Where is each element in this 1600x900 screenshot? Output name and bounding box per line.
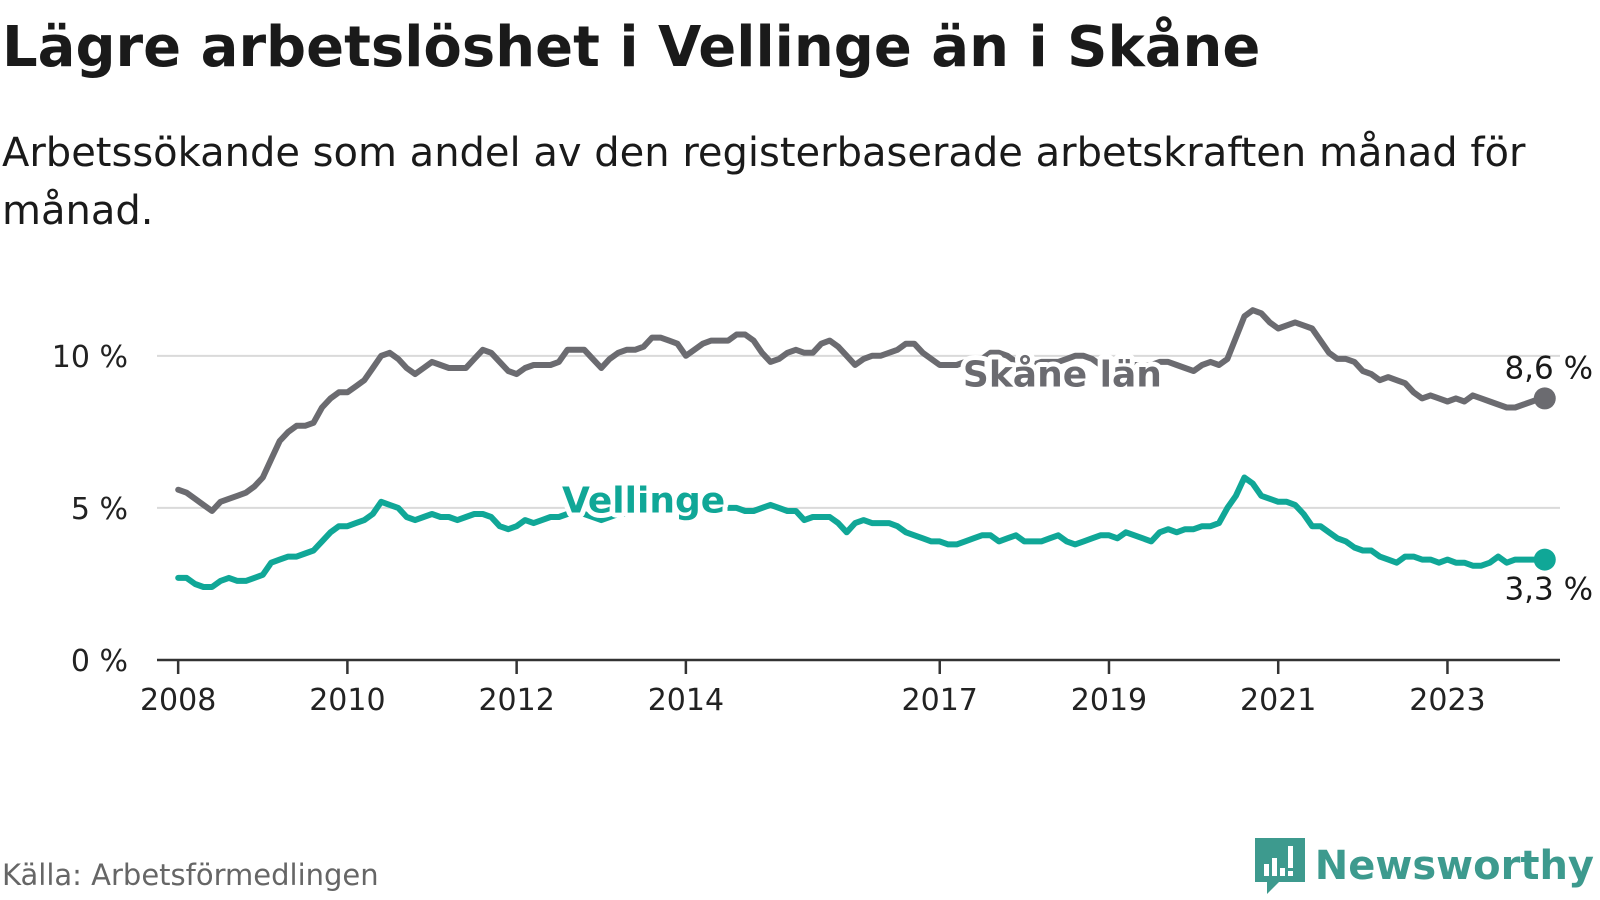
x-tick-label: 2012 — [478, 683, 554, 718]
series-labels: Skåne län Vellinge 8,6 % 3,3 % — [557, 349, 1593, 608]
vellinge-line — [175, 474, 1548, 590]
skane-lan-series-label: Skåne län — [963, 354, 1162, 395]
x-tick-label: 2021 — [1240, 683, 1316, 718]
x-tick-label: 2023 — [1409, 683, 1485, 718]
y-tick-label: 10 % — [52, 340, 128, 375]
x-tick-label: 2008 — [140, 683, 216, 718]
skane-lan-end-point — [1533, 387, 1556, 410]
skane-lan-line — [175, 307, 1548, 514]
vellinge-end-value: 3,3 % — [1504, 572, 1593, 608]
axes: 0 % 5 % 10 % 2008 2010 2012 2014 2017 2019 2021 20… — [52, 340, 1560, 718]
y-tick-label: 0 % — [71, 644, 128, 679]
brand-logo: Newsworthy — [1254, 838, 1594, 894]
vellinge-end-point — [1533, 548, 1556, 571]
vellinge-series-label: Vellinge — [562, 480, 725, 521]
x-tick-label: 2017 — [902, 683, 978, 718]
skane-lan-end-value: 8,6 % — [1504, 350, 1593, 386]
source-note: Källa: Arbetsförmedlingen — [2, 858, 379, 892]
series-lines — [175, 307, 1556, 590]
newsworthy-logo-icon — [1254, 838, 1305, 894]
chart-subtitle: Arbetssökande som andel av den registerb… — [2, 130, 1526, 234]
x-tick-label: 2010 — [309, 683, 385, 718]
x-tick-label: 2014 — [648, 683, 724, 718]
x-tick-label: 2019 — [1071, 683, 1147, 718]
y-tick-label: 5 % — [71, 492, 128, 527]
brand-name: Newsworthy — [1314, 843, 1594, 889]
chart-title: Lägre arbetslöshet i Vellinge än i Skåne — [2, 15, 1261, 80]
